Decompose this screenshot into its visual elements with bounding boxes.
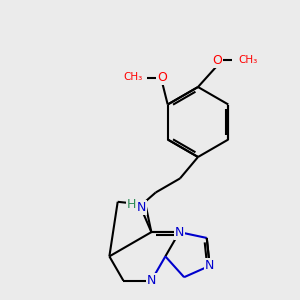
Text: CH₃: CH₃ (123, 73, 143, 82)
Text: H: H (127, 198, 136, 212)
Text: N: N (147, 274, 156, 287)
Text: N: N (175, 226, 184, 238)
Text: O: O (212, 53, 222, 67)
Text: N: N (205, 259, 214, 272)
Text: N: N (137, 201, 146, 214)
Text: O: O (157, 71, 166, 84)
Text: CH₃: CH₃ (238, 55, 257, 65)
